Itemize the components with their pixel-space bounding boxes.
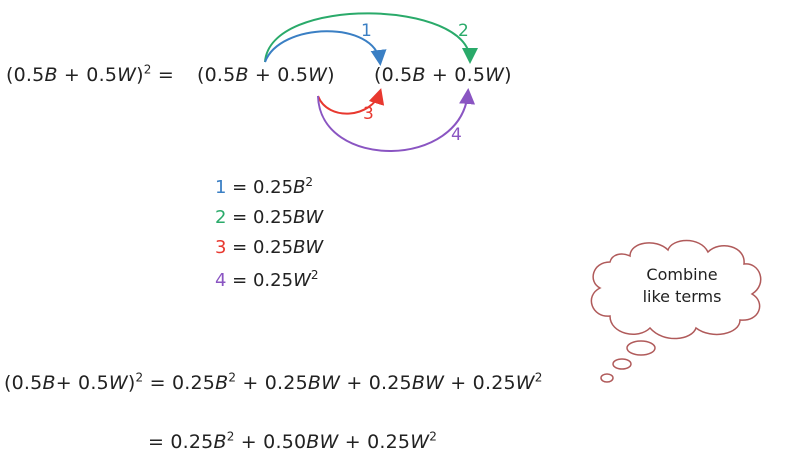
arrow-3 (317, 88, 385, 115)
lhs-open: (0.5 (6, 64, 45, 86)
factor-2-open: (0.5 (374, 64, 413, 86)
result-term-c-coef: + 0.25 (338, 431, 411, 453)
product-1-number: 1 (215, 177, 227, 198)
product-4-exp: 2 (310, 268, 319, 282)
result-term-b-var: BW (306, 431, 339, 453)
cloud-caption: Combine like terms (612, 264, 752, 308)
expanded-term-a-exp: 2 (228, 370, 237, 385)
expanded-equation: (0.5B+ 0.5W)2 = 0.25B2 + 0.25BW + 0.25BW… (4, 372, 543, 394)
factor-2-close: ) (504, 64, 512, 86)
product-2-number: 2 (215, 207, 227, 228)
equals-sign: = (151, 64, 174, 86)
lhs-close: ) (136, 64, 144, 86)
expanded-term-a-coef: = 0.25 (143, 372, 216, 394)
factor-1-w: W (308, 64, 328, 86)
lhs-w: W (117, 64, 137, 86)
factor-2-w: W (485, 64, 505, 86)
top-equation: (0.5B + 0.5W)2 = (6, 64, 174, 86)
product-3-var: BW (293, 237, 324, 258)
product-1-coef: = 0.25 (226, 177, 294, 198)
product-4-var: W (293, 270, 311, 291)
product-row-4: 4 = 0.25W2 (215, 268, 319, 291)
product-2-var: BW (293, 207, 324, 228)
lhs-b: B (44, 64, 58, 86)
factor-2-b: B (412, 64, 426, 86)
product-1-exp: 2 (305, 175, 314, 189)
cloud-line-2: like terms (642, 287, 722, 306)
expanded-term-a-var: B (215, 372, 229, 394)
product-row-1: 1 = 0.25B2 (215, 175, 314, 198)
product-row-3: 3 = 0.25BW (215, 237, 323, 258)
expanded-lhs-plus: + 0.5 (55, 372, 109, 394)
product-row-2: 2 = 0.25BW (215, 207, 323, 228)
product-3-number: 3 (215, 237, 227, 258)
lhs-exponent: 2 (143, 62, 152, 77)
factor-2: (0.5B + 0.5W) (374, 64, 512, 86)
product-3-coef: = 0.25 (226, 237, 294, 258)
result-term-c-var: W (410, 431, 430, 453)
cloud-line-1: Combine (646, 265, 718, 284)
expanded-term-d-exp: 2 (534, 370, 543, 385)
thought-cloud (590, 239, 762, 383)
expanded-lhs-b: B (42, 372, 56, 394)
result-term-a-var: B (213, 431, 227, 453)
arrow-1 (264, 30, 387, 66)
product-1-var: B (293, 177, 306, 198)
product-4-number: 4 (215, 270, 227, 291)
factor-1-plus: + 0.5 (248, 64, 309, 86)
lhs-plus: + 0.5 (57, 64, 118, 86)
expanded-term-b-var: BW (307, 372, 341, 394)
result-term-a-exp: 2 (226, 429, 235, 444)
expanded-term-d-coef: + 0.25 (444, 372, 516, 394)
expanded-lhs-close: ) (127, 372, 136, 394)
result-term-a-coef: = 0.25 (148, 431, 214, 453)
product-2-coef: = 0.25 (226, 207, 294, 228)
product-4-coef: = 0.25 (226, 270, 294, 291)
factor-1: (0.5B + 0.5W) (197, 64, 335, 86)
result-term-b-coef: + 0.50 (234, 431, 307, 453)
expanded-term-c-var: BW (411, 372, 445, 394)
arrow-4-label: 4 (451, 125, 462, 145)
expanded-term-d-var: W (515, 372, 535, 394)
arrow-1-label: 1 (361, 21, 372, 41)
arrow-2 (264, 12, 478, 64)
factor-2-plus: + 0.5 (425, 64, 486, 86)
expanded-term-c-coef: + 0.25 (340, 372, 412, 394)
expanded-lhs-open: (0.5 (4, 372, 43, 394)
expanded-term-b-coef: + 0.25 (236, 372, 308, 394)
factor-1-b: B (235, 64, 249, 86)
factor-1-open: (0.5 (197, 64, 236, 86)
expanded-lhs-exp: 2 (135, 370, 144, 385)
arrow-2-label: 2 (458, 21, 469, 41)
result-equation: = 0.25B2 + 0.50BW + 0.25W2 (148, 431, 437, 453)
arrow-3-label: 3 (363, 104, 374, 124)
arrow-4 (317, 88, 476, 152)
factor-1-close: ) (327, 64, 335, 86)
expanded-lhs-w: W (108, 372, 128, 394)
result-term-c-exp: 2 (429, 429, 438, 444)
